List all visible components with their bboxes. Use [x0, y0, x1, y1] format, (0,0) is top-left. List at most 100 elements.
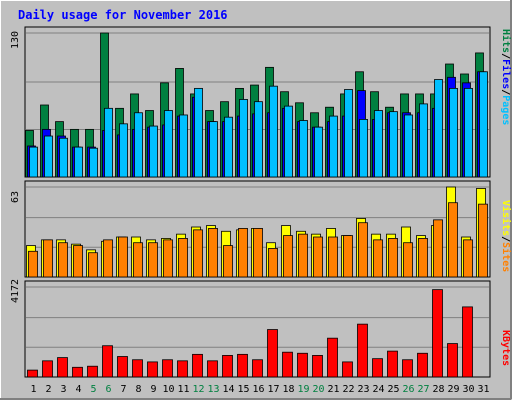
- pages-bar-day-26: [404, 114, 413, 178]
- legend-kbytes: KBytes: [500, 330, 511, 366]
- pages-bar-day-3: [59, 137, 68, 178]
- kbytes-bar-day-2: [42, 360, 53, 378]
- x-tick-label-day-29: 29: [447, 384, 459, 395]
- sites-bar-day-4: [73, 245, 83, 278]
- pages-bar-day-10: [164, 110, 173, 178]
- kbytes-bar-day-15: [237, 353, 248, 378]
- y-axis-max-label: 4172: [10, 279, 21, 303]
- pages-bar-day-7: [119, 123, 128, 178]
- sites-bar-day-31: [478, 203, 488, 278]
- pages-bar-day-25: [389, 111, 398, 178]
- pages-bar-day-8: [134, 112, 143, 178]
- sites-bar-day-8: [133, 242, 143, 278]
- svg-text:Visits/Sites: Visits/Sites: [500, 200, 512, 272]
- sites-bar-day-24: [373, 239, 383, 278]
- sites-bar-day-19: [298, 233, 308, 278]
- legend-visits: Visits: [500, 200, 512, 236]
- sites-bar-day-7: [118, 236, 128, 278]
- kbytes-bar-day-23: [357, 323, 368, 378]
- x-tick-label-day-31: 31: [477, 384, 489, 395]
- legend-sites: Sites: [500, 242, 512, 272]
- pages-bar-day-24: [374, 110, 383, 178]
- sites-bar-day-22: [343, 235, 353, 278]
- sites-bar-day-5: [88, 252, 98, 278]
- kbytes-bar-day-21: [327, 337, 338, 378]
- kbytes-bar-day-7: [117, 356, 128, 378]
- x-tick-label-day-26: 26: [402, 384, 414, 395]
- legend-kbytes: KBytes: [500, 330, 511, 366]
- pages-bar-day-17: [269, 85, 278, 178]
- sites-bar-day-9: [148, 242, 158, 278]
- x-tick-label-day-10: 10: [162, 384, 174, 395]
- pages-bar-day-30: [464, 87, 473, 178]
- x-tick-label-day-18: 18: [282, 384, 294, 395]
- pages-bar-day-21: [329, 115, 338, 178]
- pages-bar-day-12: [194, 87, 203, 178]
- x-tick-label-day-22: 22: [342, 384, 354, 395]
- kbytes-bar-day-4: [72, 366, 83, 378]
- kbytes-bar-day-5: [87, 365, 98, 378]
- kbytes-bar-day-27: [417, 352, 428, 378]
- sites-bar-day-1: [28, 250, 38, 278]
- x-tick-label-day-27: 27: [417, 384, 429, 395]
- x-tick-label-day-20: 20: [312, 384, 324, 395]
- x-tick-label-day-15: 15: [237, 384, 249, 395]
- sites-bar-day-29: [448, 202, 458, 278]
- panel-kbytes: 4172: [10, 279, 491, 378]
- x-tick-label-day-28: 28: [432, 384, 444, 395]
- legend-pages: Pages: [500, 95, 511, 125]
- x-tick-label-day-5: 5: [90, 384, 96, 395]
- x-tick-label-day-14: 14: [222, 384, 234, 395]
- panel-visits-sites: 63: [10, 180, 491, 278]
- kbytes-bar-day-9: [147, 361, 158, 378]
- pages-bar-day-29: [449, 87, 458, 178]
- kbytes-bar-day-16: [252, 359, 263, 378]
- kbytes-bar-day-11: [177, 360, 188, 378]
- pages-bar-day-23: [359, 119, 368, 178]
- pages-bar-day-14: [224, 116, 233, 178]
- sites-bar-day-6: [103, 239, 113, 278]
- pages-bar-day-5: [89, 147, 98, 178]
- kbytes-bar-day-28: [432, 289, 443, 378]
- sites-bar-day-23: [358, 222, 368, 278]
- chart-title: Daily usage for November 2016: [18, 8, 228, 22]
- sites-bar-day-17: [268, 248, 278, 278]
- sites-bar-day-21: [328, 236, 338, 278]
- pages-bar-day-27: [419, 103, 428, 178]
- x-tick-label-day-8: 8: [135, 384, 141, 395]
- pages-bar-day-28: [434, 79, 443, 178]
- pages-bar-day-9: [149, 125, 158, 178]
- x-tick-label-day-17: 17: [267, 384, 279, 395]
- x-tick-label-day-1: 1: [30, 384, 36, 395]
- pages-bar-day-20: [314, 126, 323, 178]
- svg-text:KBytes: KBytes: [500, 330, 511, 366]
- series-kbytes: [27, 289, 473, 378]
- kbytes-bar-day-20: [312, 355, 323, 378]
- sites-bar-day-2: [43, 239, 53, 278]
- x-tick-label-day-19: 19: [297, 384, 309, 395]
- kbytes-bar-day-19: [297, 352, 308, 378]
- x-tick-label-day-12: 12: [192, 384, 204, 395]
- pages-bar-day-11: [179, 114, 188, 178]
- panel-hits-files-pages: 130: [10, 26, 491, 178]
- x-tick-label-day-2: 2: [45, 384, 51, 395]
- x-axis-day-labels: 1 2 3 4 5 6 7 8 9 10 11 12 13 14 15 16 17 18 19 20 21 22 23 24 2…: [30, 384, 489, 395]
- sites-bar-day-20: [313, 236, 323, 278]
- pages-bar-day-18: [284, 105, 293, 178]
- pages-bar-day-2: [44, 135, 53, 178]
- sites-bar-day-18: [283, 235, 293, 278]
- kbytes-bar-day-29: [447, 343, 458, 378]
- series-sites: [28, 202, 488, 278]
- sites-bar-day-28: [433, 219, 443, 278]
- legend-separator: /: [500, 236, 511, 242]
- svg-text:Hits/Files/Pages: Hits/Files/Pages: [500, 29, 512, 125]
- x-tick-label-day-9: 9: [150, 384, 156, 395]
- kbytes-bar-day-12: [192, 353, 203, 378]
- x-tick-label-day-3: 3: [60, 384, 66, 395]
- x-tick-label-day-25: 25: [387, 384, 399, 395]
- sites-bar-day-3: [58, 242, 68, 278]
- x-tick-label-day-7: 7: [120, 384, 126, 395]
- legend-hits: Hits: [500, 29, 512, 53]
- kbytes-bar-day-25: [387, 350, 398, 378]
- kbytes-bar-day-18: [282, 351, 293, 378]
